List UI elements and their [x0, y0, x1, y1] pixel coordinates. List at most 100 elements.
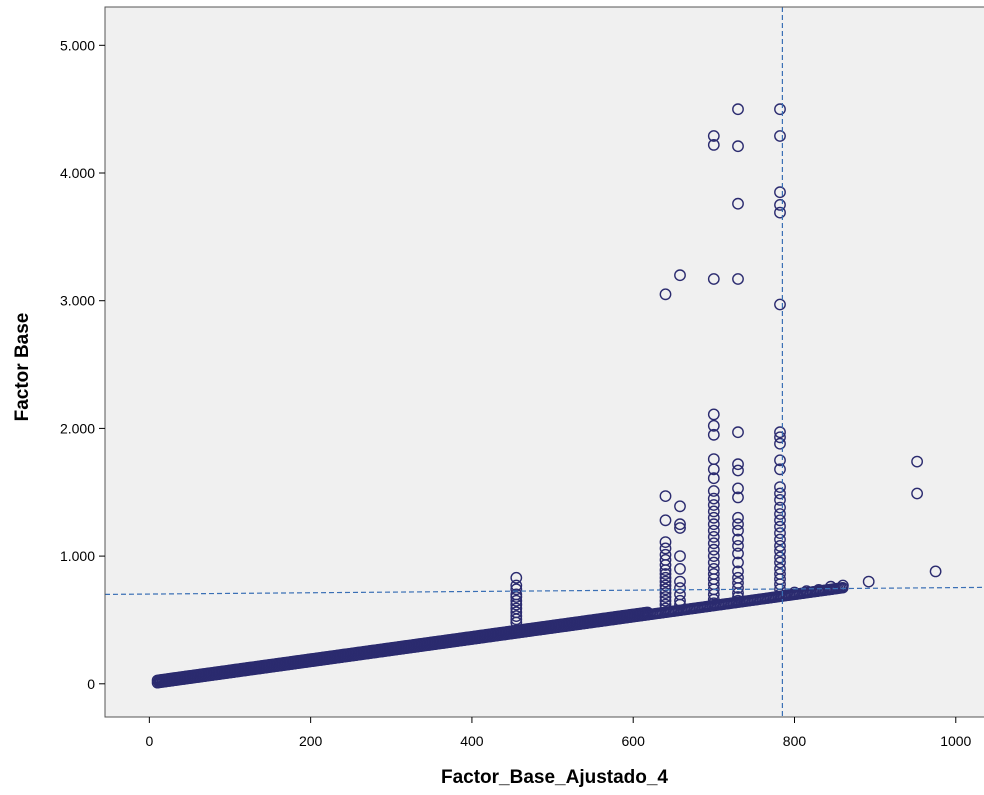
dense-point-band	[151, 582, 849, 689]
data-point	[732, 556, 744, 569]
data-point	[774, 481, 786, 493]
data-point	[732, 565, 744, 578]
data-point	[774, 556, 786, 569]
data-point	[707, 518, 720, 531]
data-point	[707, 537, 720, 550]
x-axis: 0 200 400 600 800 1000	[145, 717, 972, 749]
data-point	[929, 565, 942, 578]
y-tick-label: 1.000	[60, 548, 95, 564]
data-point	[659, 571, 672, 584]
data-point	[659, 575, 672, 588]
data-point	[659, 587, 672, 599]
y-tick-label: 4.000	[60, 165, 95, 181]
data-point	[774, 533, 786, 546]
data-point	[732, 140, 744, 153]
data-point	[837, 579, 849, 592]
data-point	[774, 186, 786, 199]
data-point	[707, 524, 720, 537]
data-point	[774, 431, 786, 444]
plot-area	[105, 7, 984, 717]
data-point	[774, 454, 786, 467]
data-point	[674, 500, 686, 513]
data-point	[732, 524, 744, 537]
data-point	[862, 575, 875, 588]
data-point	[659, 536, 672, 548]
data-point	[774, 493, 786, 506]
data-point	[510, 594, 523, 607]
data-point	[707, 463, 720, 476]
data-point	[774, 130, 786, 142]
data-point	[707, 408, 720, 421]
data-point	[659, 490, 672, 502]
data-point	[659, 583, 672, 596]
data-point	[659, 594, 672, 607]
y-tick-label: 2.000	[60, 420, 95, 436]
x-tick-label: 1000	[940, 733, 971, 749]
data-point	[732, 426, 744, 439]
data-point	[732, 547, 744, 560]
data-point	[659, 542, 672, 555]
y-tick-label: 5.000	[60, 37, 95, 53]
data-point	[659, 559, 672, 571]
x-tick-label: 0	[145, 733, 153, 749]
data-point	[732, 587, 744, 599]
x-tick-label: 400	[460, 733, 484, 749]
data-point	[732, 582, 744, 594]
data-point	[659, 288, 672, 301]
data-point	[732, 482, 744, 495]
data-point	[659, 602, 672, 615]
data-point	[707, 485, 720, 497]
data-point	[732, 540, 744, 552]
data-point	[774, 551, 786, 564]
y-tick-label: 0	[87, 676, 95, 692]
horizontal-reference-line	[104, 586, 984, 596]
data-point	[732, 511, 744, 524]
data-point	[674, 575, 686, 588]
x-axis-title: Factor_Base_Ajustado_4	[441, 767, 668, 788]
data-point	[732, 491, 744, 504]
data-point	[774, 508, 786, 520]
plot-frame	[104, 6, 984, 718]
data-point	[674, 594, 686, 607]
data-point	[674, 598, 686, 611]
data-point	[774, 198, 786, 211]
data-point	[707, 472, 720, 485]
data-point	[732, 103, 744, 116]
data-point	[774, 206, 786, 219]
data-point	[707, 597, 720, 610]
data-point	[659, 564, 672, 576]
data-point	[707, 419, 720, 432]
x-tick-label: 600	[622, 733, 646, 749]
data-point	[674, 550, 686, 562]
data-point	[812, 584, 825, 596]
x-tick-label: 200	[299, 733, 323, 749]
data-point	[707, 273, 720, 285]
data-point	[732, 594, 744, 607]
data-point	[674, 518, 686, 531]
data-point	[674, 269, 686, 282]
data-point	[707, 556, 720, 569]
data-point	[659, 591, 672, 603]
data-point	[659, 568, 672, 580]
data-point	[774, 527, 786, 539]
data-point	[774, 545, 786, 557]
data-point	[707, 492, 720, 505]
data-point	[510, 598, 523, 611]
data-point	[732, 458, 744, 471]
data-point	[774, 487, 786, 500]
data-point	[674, 522, 686, 534]
data-point	[659, 579, 672, 592]
data-point	[732, 273, 744, 285]
data-point	[674, 563, 686, 575]
data-point	[707, 138, 720, 151]
data-point	[774, 501, 786, 514]
data-point	[732, 197, 744, 210]
data-point	[824, 580, 837, 593]
y-axis: 0 1.000 2.000 3.000 4.000 5.000	[60, 37, 105, 692]
data-point	[774, 437, 786, 450]
data-point	[800, 585, 813, 598]
data-point	[788, 586, 801, 599]
data-point	[732, 464, 744, 477]
